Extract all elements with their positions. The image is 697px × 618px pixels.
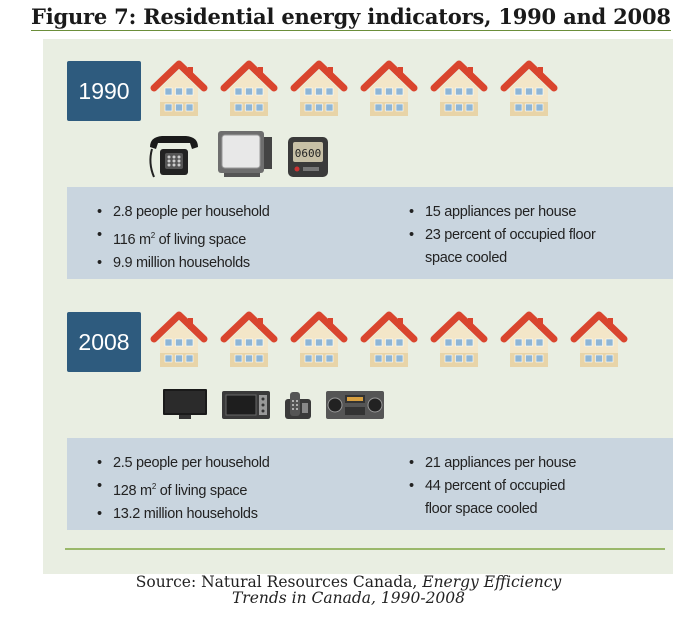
- stereo-icon: [326, 391, 384, 419]
- houses-row-2008: [148, 309, 630, 371]
- divider-rule: [65, 548, 665, 550]
- appliances-row-1990: 0600: [146, 129, 330, 179]
- stats-left-1990: 2.8 people per household 116 m2 of livin…: [95, 201, 270, 275]
- house-icon: [218, 58, 280, 120]
- microwave-icon: [222, 391, 270, 419]
- house-icon: [498, 58, 560, 120]
- source-caption: Source: Natural Resources Canada, Energy…: [135, 573, 562, 607]
- stats-right-2008: 21 appliances per house 44 percent of oc…: [407, 452, 576, 521]
- stat-item: 15 appliances per house: [407, 201, 596, 224]
- cordless-phone-icon: [285, 392, 311, 419]
- house-icon: [428, 309, 490, 371]
- year-badge-2008: 2008: [67, 312, 141, 372]
- infographic-panel: 1990: [43, 39, 673, 574]
- house-icon: [288, 58, 350, 120]
- stats-box-1990: 2.8 people per household 116 m2 of livin…: [67, 187, 673, 279]
- house-icon: [358, 309, 420, 371]
- figure-title: Figure 7: Residential energy indicators,…: [31, 4, 671, 31]
- house-icon: [148, 309, 210, 371]
- house-icon: [148, 58, 210, 120]
- stat-item: 21 appliances per house: [407, 452, 576, 475]
- stat-item: 2.5 people per household: [95, 452, 270, 475]
- stats-left-2008: 2.5 people per household 128 m2 of livin…: [95, 452, 270, 526]
- flat-tv-icon: [163, 389, 207, 419]
- crt-television-icon: [218, 131, 272, 177]
- houses-row-1990: [148, 58, 560, 120]
- telephone-icon: [149, 136, 198, 178]
- stat-item: 2.8 people per household: [95, 201, 270, 224]
- stat-item: 116 m2 of living space: [95, 224, 269, 252]
- house-icon: [428, 58, 490, 120]
- stat-item: 13.2 million households: [95, 503, 269, 526]
- house-icon: [568, 309, 630, 371]
- stat-item: 9.9 million households: [95, 252, 269, 275]
- stats-right-1990: 15 appliances per house 23 percent of oc…: [407, 201, 596, 270]
- house-icon: [218, 309, 280, 371]
- appliances-row-2008: [161, 385, 385, 421]
- house-icon: [288, 309, 350, 371]
- house-icon: [498, 309, 560, 371]
- year-badge-1990: 1990: [67, 61, 141, 121]
- stats-box-2008: 2.5 people per household 128 m2 of livin…: [67, 438, 673, 530]
- stat-item: 128 m2 of living space: [95, 475, 269, 503]
- clock-display: 0600: [295, 147, 322, 160]
- house-icon: [358, 58, 420, 120]
- clock-radio-icon: 0600: [288, 137, 328, 177]
